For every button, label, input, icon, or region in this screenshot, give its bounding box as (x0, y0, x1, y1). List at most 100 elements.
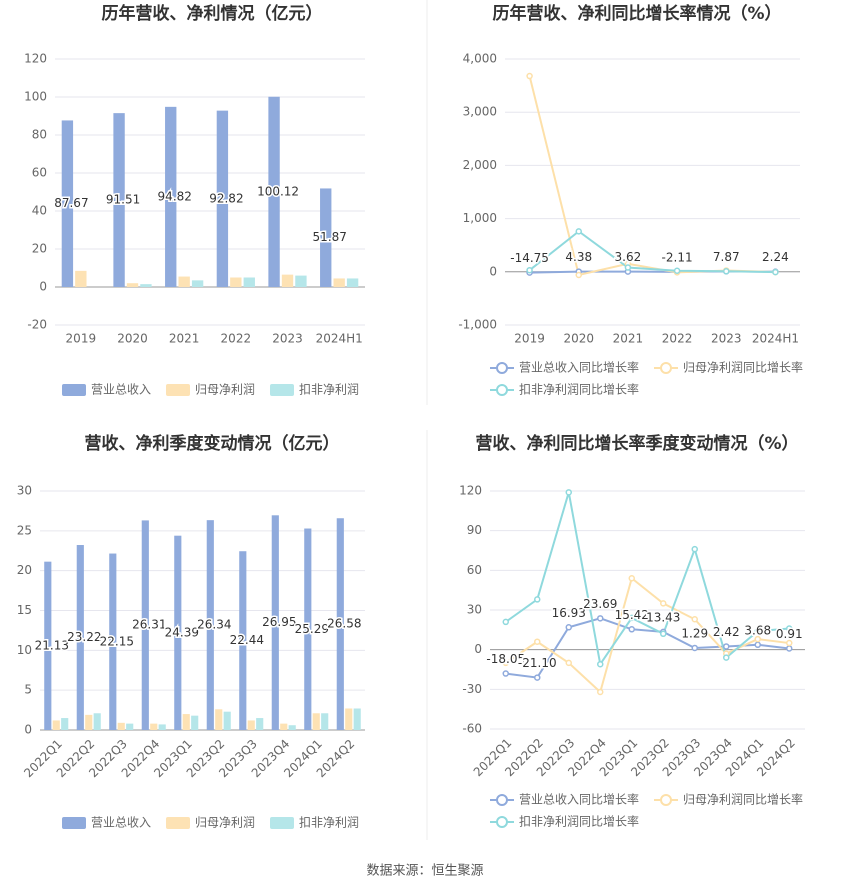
legend-label: 营业总收入同比增长率 (519, 792, 639, 807)
legend-label: 扣非净利润 (299, 816, 359, 830)
point (660, 630, 667, 638)
point (597, 688, 604, 696)
data-label: 26.58 (327, 617, 361, 631)
legend-label: 营业总收入同比增长率 (519, 360, 639, 375)
y-tick-label: -20 (27, 318, 47, 332)
point (534, 674, 541, 681)
bar (230, 277, 242, 287)
bar (150, 723, 158, 730)
point (597, 615, 604, 622)
y-tick-label: 80 (32, 128, 47, 142)
y-tick-label: 25 (17, 523, 32, 537)
data-label: 2.24 (762, 250, 789, 264)
legend-label: 归母净利润同比增长率 (683, 792, 803, 807)
x-tick-label: 2019 (66, 332, 97, 346)
legend-swatch (496, 794, 508, 806)
y-tick-label: 2,000 (463, 158, 497, 172)
bar (320, 188, 332, 287)
line (505, 492, 790, 667)
data-label: 87.67 (54, 196, 88, 210)
bar (243, 277, 255, 287)
bar (61, 120, 74, 287)
legend-label: 扣非净利润 (299, 383, 359, 397)
bar (304, 528, 312, 730)
point (565, 489, 572, 496)
y-tick-label: 100 (24, 90, 47, 104)
bar (333, 278, 345, 287)
y-tick-label: 60 (467, 563, 482, 577)
bar (216, 110, 229, 287)
data-label: 15.42 (615, 608, 649, 622)
x-tick-label: 2023 (272, 332, 303, 346)
point (723, 643, 730, 650)
y-tick-label: 20 (17, 563, 32, 577)
legend-swatch (166, 817, 190, 829)
x-tick-label: 2024H1 (752, 332, 799, 346)
point (624, 264, 632, 271)
bar (215, 709, 223, 730)
point (526, 72, 533, 80)
bar (93, 713, 101, 730)
y-tick-label: 1,000 (463, 211, 497, 225)
bar (247, 720, 255, 730)
legend-swatch (62, 384, 86, 396)
legend-swatch (660, 362, 672, 374)
y-tick-label: 30 (467, 603, 482, 617)
data-label: 51.87 (313, 230, 347, 244)
data-label: 16.93 (552, 606, 586, 620)
y-tick-label: 0 (24, 723, 32, 737)
bar (353, 708, 361, 730)
y-tick-label: 5 (24, 683, 32, 697)
x-tick-label: 2022 (662, 332, 693, 346)
bar (321, 713, 329, 730)
legend-label: 营业总收入 (91, 383, 151, 397)
bar (174, 535, 182, 730)
point (772, 268, 779, 276)
point (565, 659, 572, 667)
data-label: 23.69 (583, 597, 617, 611)
data-label: -18.05 (486, 652, 525, 666)
bar (61, 718, 69, 730)
data-label: -21.10 (518, 656, 557, 670)
bar (206, 520, 214, 730)
chart-title: 营收、净利同比增长率季度变动情况（%） (475, 433, 798, 454)
point (502, 670, 509, 677)
bar (223, 711, 231, 730)
point (786, 625, 793, 632)
bar (85, 714, 93, 730)
x-tick-label: 2019 (514, 332, 545, 346)
bar (126, 723, 134, 730)
point (673, 267, 681, 274)
data-label: 21.13 (35, 638, 69, 652)
legend-label: 营业总收入 (91, 816, 151, 830)
legend-swatch (270, 817, 294, 829)
bar (288, 725, 296, 730)
data-label: 25.29 (295, 622, 329, 636)
point (754, 635, 761, 643)
point (502, 618, 509, 626)
bar (140, 284, 152, 287)
bar (345, 708, 353, 730)
bar (256, 718, 264, 730)
data-label: -14.75 (510, 251, 549, 265)
point (575, 271, 582, 279)
bar (178, 276, 190, 287)
data-label: 26.31 (132, 618, 166, 632)
y-tick-label: -60 (462, 722, 482, 736)
x-tick-label: 2021 (613, 332, 644, 346)
y-tick-label: 120 (459, 484, 482, 498)
point (565, 624, 572, 631)
y-tick-label: -1,000 (458, 318, 497, 332)
legend-label: 归母净利润 (195, 816, 255, 830)
bar (44, 561, 52, 730)
x-tick-label: 2021 (169, 332, 200, 346)
y-tick-label: 3,000 (463, 105, 497, 119)
point (691, 644, 698, 652)
point (754, 627, 761, 635)
data-label: 23.22 (67, 630, 101, 644)
point (628, 614, 635, 622)
bar (76, 545, 84, 730)
point (723, 268, 730, 275)
bar (336, 518, 344, 730)
